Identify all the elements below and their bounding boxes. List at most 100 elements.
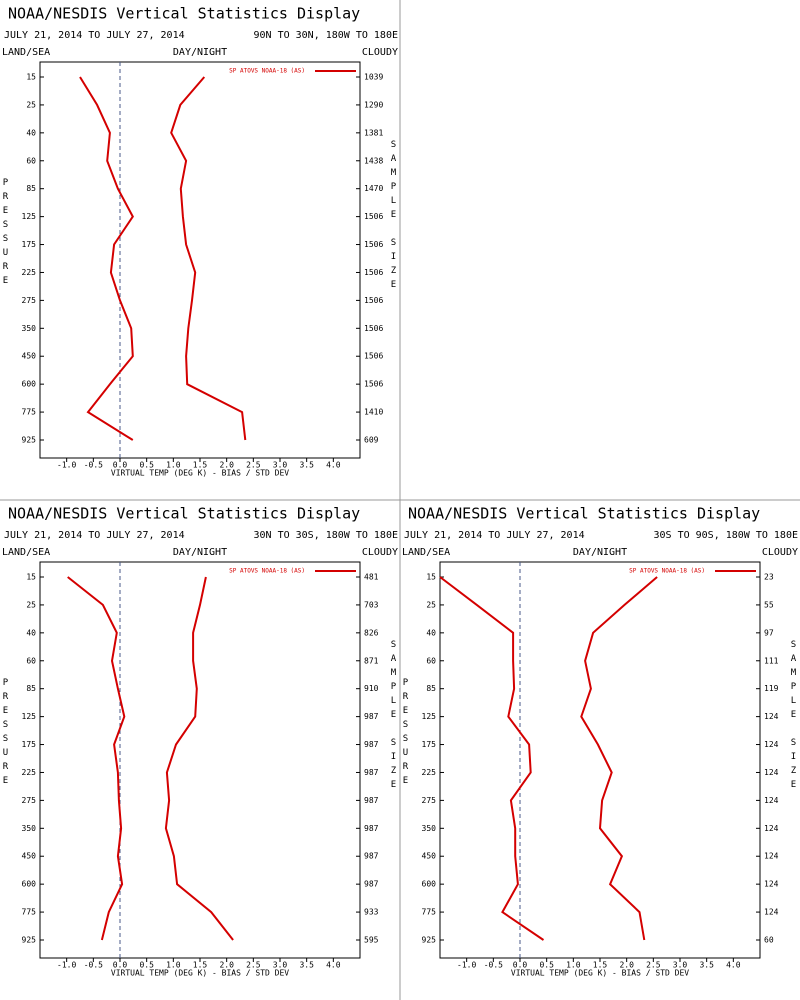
y-tick-label: 350: [22, 824, 37, 833]
y-tick-label: 25: [426, 600, 436, 609]
chart-title: NOAA/NESDIS Vertical Statistics Display: [8, 505, 360, 523]
x-tick-label: 0.0: [513, 961, 528, 970]
sample-size: 60: [764, 936, 774, 945]
sample-size: 1381: [364, 128, 383, 137]
y-tick-label: 25: [26, 100, 36, 109]
x-tick-label: 4.0: [326, 461, 341, 470]
right-header: CLOUDY: [362, 47, 398, 58]
x-tick-label: 0.5: [139, 461, 154, 470]
x-axis-label: VIRTUAL TEMP (DEG K) - BIAS / STD DEV: [111, 469, 289, 478]
date-range: JULY 21, 2014 TO JULY 27, 2014: [404, 530, 585, 541]
y-tick-label: 60: [26, 156, 36, 165]
x-tick-label: 2.5: [646, 961, 661, 970]
x-tick-label: 0.0: [113, 961, 128, 970]
y-tick-label: 225: [22, 768, 37, 777]
sample-size: 987: [364, 852, 379, 861]
x-tick-label: 3.0: [273, 461, 288, 470]
sample-size: 703: [364, 600, 379, 609]
sample-size: 23: [764, 573, 774, 582]
y-tick-label: 450: [422, 852, 437, 861]
y-tick-label: 450: [22, 352, 37, 361]
sample-size: 910: [364, 684, 379, 693]
y-tick-label: 775: [22, 408, 37, 417]
right-header: CLOUDY: [362, 547, 398, 558]
y-tick-label: 600: [22, 880, 37, 889]
x-tick-label: -0.5: [84, 461, 103, 470]
plot-frame: [39, 561, 361, 959]
sample-size: 987: [364, 768, 379, 777]
sample-size: 97: [764, 628, 774, 637]
x-tick-label: 4.0: [326, 961, 341, 970]
sample-size: 1506: [364, 380, 383, 389]
y-tick-label: 600: [422, 880, 437, 889]
x-tick-label: 0.5: [139, 961, 154, 970]
x-tick-label: 2.5: [246, 961, 261, 970]
chart-panel: NOAA/NESDIS Vertical Statistics Display J…: [1, 5, 399, 478]
y-tick-label: 85: [426, 684, 436, 693]
x-tick-label: 2.0: [219, 961, 234, 970]
x-axis-label: VIRTUAL TEMP (DEG K) - BIAS / STD DEV: [111, 969, 289, 978]
center-header: DAY/NIGHT: [173, 47, 227, 58]
sample-size: 933: [364, 908, 379, 917]
sample-size: 55: [764, 600, 774, 609]
sample-size: 124: [764, 852, 779, 861]
region: 90N TO 30N, 180W TO 180E: [254, 30, 399, 41]
y-tick-label: 175: [22, 740, 37, 749]
y-tick-label: 225: [22, 268, 37, 277]
sample-size: 1506: [364, 240, 383, 249]
x-tick-label: 4.0: [726, 961, 741, 970]
y-tick-label: 775: [422, 908, 437, 917]
sample-size: 595: [364, 936, 379, 945]
sample-size: 1039: [364, 73, 383, 82]
y-tick-label: 125: [422, 712, 437, 721]
sample-size: 987: [364, 712, 379, 721]
sample-size: 1506: [364, 352, 383, 361]
y-tick-label: 125: [22, 212, 37, 221]
sample-size: 124: [764, 908, 779, 917]
sample-size: 124: [764, 824, 779, 833]
y-tick-label: 15: [426, 573, 436, 582]
y-tick-label: 60: [26, 656, 36, 665]
x-tick-label: 3.5: [699, 961, 714, 970]
sample-size: 987: [364, 880, 379, 889]
sample-size: 119: [764, 684, 779, 693]
sample-size: 1470: [364, 184, 383, 193]
x-tick-label: -1.0: [57, 961, 76, 970]
center-header: DAY/NIGHT: [573, 547, 627, 558]
x-tick-label: -1.0: [457, 961, 476, 970]
x-tick-label: 2.0: [619, 961, 634, 970]
series-line: [79, 76, 134, 441]
y-tick-label: 350: [422, 824, 437, 833]
left-header: LAND/SEA: [2, 547, 50, 558]
sample-size: 1506: [364, 296, 383, 305]
sample-size: 124: [764, 768, 779, 777]
x-tick-label: -1.0: [57, 461, 76, 470]
center-header: DAY/NIGHT: [173, 547, 227, 558]
sample-size: 481: [364, 573, 379, 582]
plot-frame: [439, 561, 761, 959]
series-line: [67, 576, 126, 941]
y-axis-label: PRESSURE: [1, 678, 11, 790]
x-tick-label: 3.5: [299, 461, 314, 470]
y-tick-label: 60: [426, 656, 436, 665]
y-tick-label: 600: [22, 380, 37, 389]
y-tick-label: 40: [26, 128, 36, 137]
region: 30S TO 90S, 180W TO 180E: [654, 530, 799, 541]
sample-size: 124: [764, 880, 779, 889]
x-tick-label: -0.5: [484, 961, 503, 970]
sample-size: 124: [764, 796, 779, 805]
series-line: [580, 576, 658, 941]
sample-size: 987: [364, 824, 379, 833]
y-tick-label: 175: [22, 240, 37, 249]
sample-size: 826: [364, 628, 379, 637]
y-axis-label: PRESSURE: [1, 178, 11, 290]
y-tick-label: 225: [422, 768, 437, 777]
chart-panel: NOAA/NESDIS Vertical Statistics Display J…: [1, 505, 399, 978]
sample-size: 871: [364, 656, 379, 665]
sample-size: 609: [364, 436, 379, 445]
right-header: CLOUDY: [762, 547, 798, 558]
y-tick-label: 85: [26, 184, 36, 193]
left-header: LAND/SEA: [402, 547, 450, 558]
x-tick-label: 2.0: [219, 461, 234, 470]
sample-size: 1506: [364, 268, 383, 277]
